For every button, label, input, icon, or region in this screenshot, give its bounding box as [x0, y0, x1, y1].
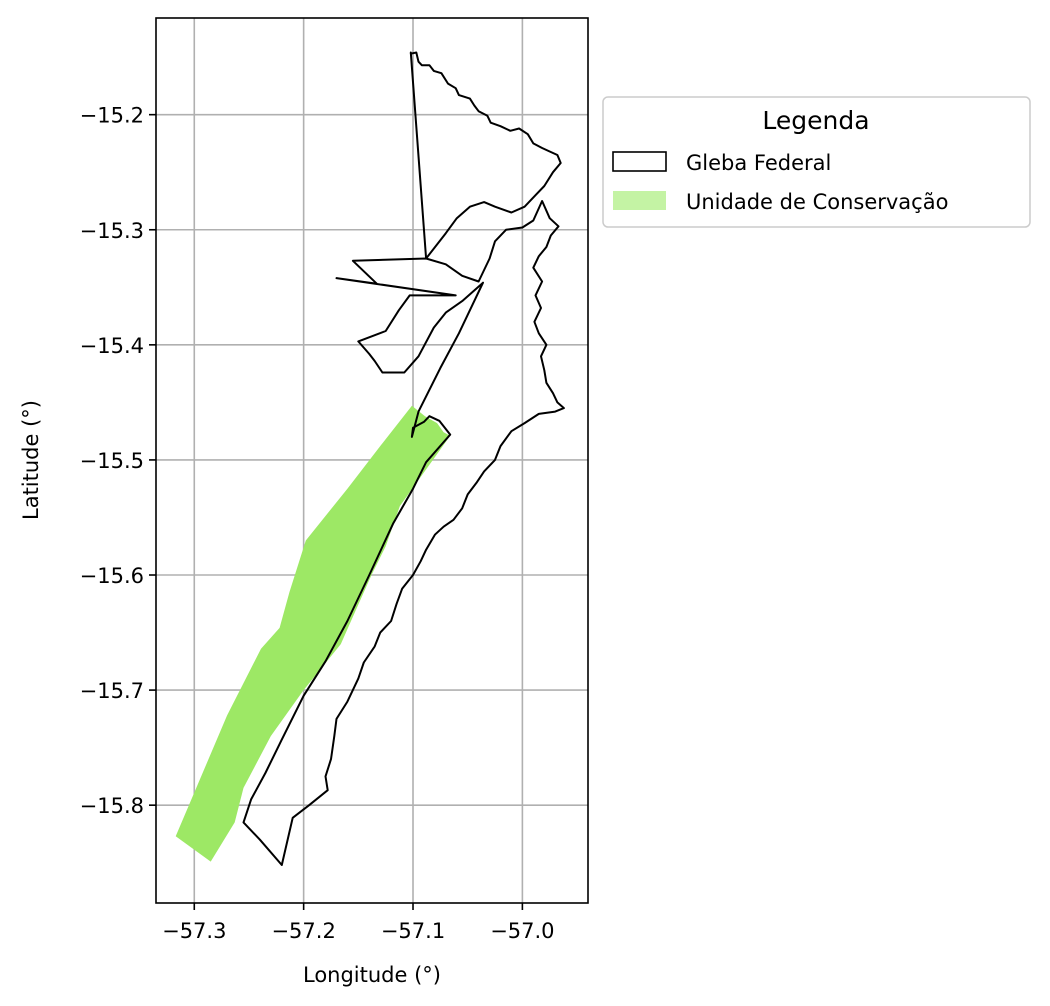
x-tick-label: −57.3 [162, 919, 226, 943]
y-tick-label: −15.8 [80, 794, 144, 818]
x-axis-ticks: −57.3 −57.2 −57.1 −57.0 [162, 903, 555, 943]
y-axis-ticks: −15.2 −15.3 −15.4 −15.5 −15.6 −15.7 −15.8 [80, 104, 156, 818]
map-layers [175, 51, 565, 866]
outline-gleba-federal [409, 51, 562, 260]
y-tick-label: −15.2 [80, 104, 144, 128]
legend-label-gleba-federal: Gleba Federal [686, 151, 831, 175]
y-tick-label: −15.7 [80, 679, 144, 703]
x-tick-label: −57.0 [490, 919, 554, 943]
legend-title: Legenda [762, 106, 869, 135]
x-tick-label: −57.2 [271, 919, 335, 943]
legend-label-unidade-de-conservacao: Unidade de Conservação [686, 190, 948, 214]
legend-swatch-gleba-federal [612, 151, 667, 172]
outline-gleba-federal [242, 200, 565, 866]
y-tick-label: −15.3 [80, 219, 144, 243]
y-tick-label: −15.5 [80, 449, 144, 473]
legend-swatch-unidade-de-conservacao [613, 191, 666, 210]
x-axis-label: Longitude (°) [303, 963, 441, 987]
legend-box [602, 96, 1031, 228]
legend: Legenda Gleba Federal Unidade de Conserv… [602, 96, 1031, 228]
y-tick-label: −15.6 [80, 564, 144, 588]
x-tick-label: −57.1 [381, 919, 445, 943]
polygon-unidade-de-conservacao [175, 405, 451, 862]
y-tick-label: −15.4 [80, 334, 144, 358]
y-axis-label: Latitude (°) [19, 400, 43, 520]
plot-area [155, 17, 589, 904]
